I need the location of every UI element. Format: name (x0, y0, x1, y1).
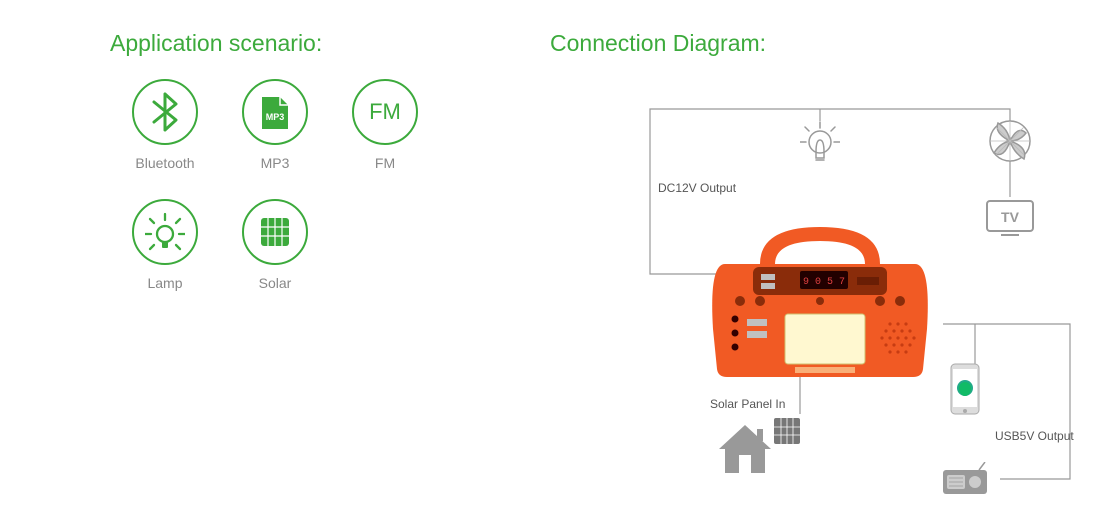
house-icon (717, 423, 773, 475)
bluetooth-item: Bluetooth (110, 79, 220, 171)
fm-item: FM FM (330, 79, 440, 171)
bluetooth-icon (132, 79, 198, 145)
usb5v-output-label: USB5V Output (995, 429, 1074, 443)
fm-label: FM (330, 155, 440, 171)
svg-text:FM: FM (369, 99, 401, 124)
fan-icon (988, 119, 1032, 163)
lamp-icon (132, 199, 198, 265)
svg-text:TV: TV (1001, 209, 1020, 225)
mp3-item: MP3 MP3 (220, 79, 330, 171)
solar-label: Solar (220, 275, 330, 291)
radio-icon (941, 462, 989, 496)
mp3-label: MP3 (220, 155, 330, 171)
bulb-icon (800, 116, 840, 166)
connection-diagram-title: Connection Diagram: (550, 30, 1100, 57)
phone-icon (950, 363, 980, 415)
solar-icon (242, 199, 308, 265)
lamp-item: Lamp (110, 199, 220, 291)
solar-panel-in-label: Solar Panel In (710, 397, 785, 411)
connection-diagram: DC12V Output Solar Panel In USB5V Output (550, 79, 1100, 519)
solar-panel-icon (773, 417, 801, 445)
solar-item: Solar (220, 199, 330, 291)
bluetooth-label: Bluetooth (110, 155, 220, 171)
connection-diagram-panel: Connection Diagram: DC12V Output Solar P… (550, 0, 1100, 500)
mp3-icon: MP3 (242, 79, 308, 145)
fm-icon: FM (352, 79, 418, 145)
tv-icon: TV (985, 199, 1035, 239)
dc12v-output-label: DC12V Output (658, 181, 736, 195)
solar-generator-device: 9 0 5 7 (705, 219, 935, 379)
svg-text:MP3: MP3 (266, 112, 285, 122)
application-scenario-panel: Application scenario: Bluetooth MP3 (0, 0, 550, 500)
application-scenario-title: Application scenario: (110, 30, 550, 57)
svg-text:9 0 5 7: 9 0 5 7 (803, 277, 845, 288)
lamp-label: Lamp (110, 275, 220, 291)
application-icon-grid: Bluetooth MP3 MP3 FM FM (110, 79, 450, 319)
